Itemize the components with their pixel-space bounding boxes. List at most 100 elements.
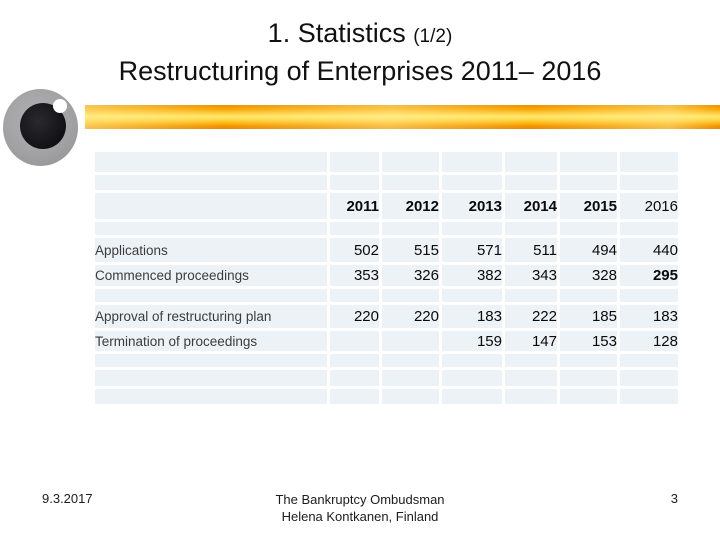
table-cell (95, 389, 327, 404)
value-cell: 515 (382, 238, 439, 262)
year-header-cell: 2014 (505, 193, 557, 219)
value-cell: 494 (560, 238, 617, 262)
table-cell (560, 354, 617, 367)
value-cell: 128 (620, 331, 678, 351)
value-cell: 328 (560, 265, 617, 286)
table-cell (382, 370, 439, 386)
table-cell (560, 175, 617, 190)
table-cell (330, 222, 379, 235)
footer-credit-line-2: Helena Kontkanen, Finland (281, 509, 439, 524)
value-cell: 295 (620, 265, 678, 286)
value-cell: 222 (505, 305, 557, 328)
row-label-cell: Applications (95, 238, 327, 262)
table-cell (95, 193, 327, 219)
footer-date: 9.3.2017 (42, 491, 93, 506)
table-cell (505, 289, 557, 302)
year-header-cell: 2012 (382, 193, 439, 219)
table-cell (442, 152, 502, 172)
table-cell (330, 289, 379, 302)
value-cell: 183 (620, 305, 678, 328)
value-cell: 220 (382, 305, 439, 328)
table-cell (330, 370, 379, 386)
table-cell (620, 389, 678, 404)
value-cell: 440 (620, 238, 678, 262)
table-cell (95, 175, 327, 190)
footer-credit-line-1: The Bankruptcy Ombudsman (275, 492, 445, 507)
value-cell: 147 (505, 331, 557, 351)
table-cell (505, 175, 557, 190)
value-cell: 511 (505, 238, 557, 262)
year-header-cell: 2015 (560, 193, 617, 219)
table-cell (620, 222, 678, 235)
value-cell: 220 (330, 305, 379, 328)
slide-number: 3 (670, 491, 678, 506)
value-cell: 159 (442, 331, 502, 351)
value-cell: 153 (560, 331, 617, 351)
value-cell: 353 (330, 265, 379, 286)
slide-title: 1. Statistics (1/2) Restructuring of Ent… (0, 16, 720, 88)
table-row (95, 152, 678, 172)
table-cell (330, 152, 379, 172)
value-cell: 343 (505, 265, 557, 286)
statistics-table: 2011 2012 2013 2014 2015 2016 Applications 502 5… (92, 149, 681, 407)
value-cell: 183 (442, 305, 502, 328)
table-row (95, 370, 678, 386)
title-text: 1. Statistics (267, 18, 406, 48)
table-cell (330, 389, 379, 404)
table-row: Applications 502 515 571 511 494 440 (95, 238, 678, 262)
table-cell (505, 152, 557, 172)
table-cell (560, 152, 617, 172)
value-cell: 502 (330, 238, 379, 262)
table-cell (442, 289, 502, 302)
table-cell (442, 389, 502, 404)
table-row: Termination of proceedings 159 147 153 128 (95, 331, 678, 351)
year-header-cell: 2013 (442, 193, 502, 219)
table-cell (620, 370, 678, 386)
table-cell (95, 152, 327, 172)
value-cell (382, 331, 439, 351)
table-cell (442, 175, 502, 190)
title-line-1: 1. Statistics (1/2) (0, 16, 720, 54)
table-cell (560, 389, 617, 404)
table-row: 2011 2012 2013 2014 2015 2016 (95, 193, 678, 219)
table-row (95, 354, 678, 367)
eye-logo (3, 89, 78, 166)
value-cell: 185 (560, 305, 617, 328)
value-cell: 571 (442, 238, 502, 262)
table-cell (620, 354, 678, 367)
table-cell (382, 152, 439, 172)
table-cell (382, 354, 439, 367)
row-label-cell: Termination of proceedings (95, 331, 327, 351)
table-cell (620, 152, 678, 172)
row-label-cell: Approval of restructuring plan (95, 305, 327, 328)
row-label-cell: Commenced proceedings (95, 265, 327, 286)
table-cell (505, 222, 557, 235)
table-cell (330, 354, 379, 367)
table-cell (620, 175, 678, 190)
year-header-cell: 2011 (330, 193, 379, 219)
table-cell (620, 289, 678, 302)
table-row: Approval of restructuring plan 220 220 183 2… (95, 305, 678, 328)
footer-credit: The Bankruptcy Ombudsman Helena Kontkane… (0, 491, 720, 525)
table-cell (560, 370, 617, 386)
title-suffix: (1/2) (413, 26, 453, 47)
title-line-2: Restructuring of Enterprises 2011– 2016 (118, 56, 602, 86)
value-cell (330, 331, 379, 351)
table-row (95, 222, 678, 235)
table-cell (442, 370, 502, 386)
table-cell (95, 370, 327, 386)
value-cell: 382 (442, 265, 502, 286)
table-cell (382, 222, 439, 235)
table-cell (382, 289, 439, 302)
table-cell (382, 175, 439, 190)
table-row (95, 289, 678, 302)
table-row (95, 175, 678, 190)
table-cell (442, 354, 502, 367)
table-cell (505, 389, 557, 404)
eye-glint (53, 99, 67, 113)
table-cell (382, 389, 439, 404)
table-cell (560, 289, 617, 302)
orange-brush-banner (85, 105, 720, 129)
table-cell (442, 222, 502, 235)
